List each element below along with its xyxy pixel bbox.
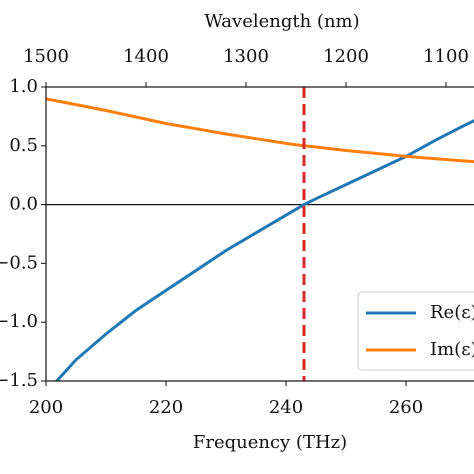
x-tick-label: 220 <box>149 397 183 418</box>
plot-frame <box>45 86 474 382</box>
x-tick-label: 240 <box>269 397 303 418</box>
series-line <box>54 119 474 381</box>
y-tick-label: −1.0 <box>0 311 38 332</box>
x-axis-label: Frequency (THz) <box>193 432 347 453</box>
plot-area <box>46 87 474 381</box>
y-tick-label: 0.0 <box>9 194 38 215</box>
x2-tick-label: 1400 <box>123 46 169 67</box>
x2-tick-label: 1300 <box>223 46 269 67</box>
series-line <box>46 97 474 164</box>
legend-label: Re(ε) <box>430 302 474 323</box>
y-tick-label: −0.5 <box>0 252 38 273</box>
x2-axis-label: Wavelength (nm) <box>204 11 359 32</box>
y-tick-label: 1.0 <box>9 76 38 97</box>
y-tick-label: 0.5 <box>9 135 38 156</box>
x-tick-label: 260 <box>389 397 423 418</box>
x2-tick-label: 1500 <box>23 46 69 67</box>
legend: Re(ε) Im(ε) <box>357 291 474 371</box>
x-tick-label: 200 <box>29 397 63 418</box>
legend-label: Im(ε) <box>430 339 474 360</box>
y-tick-label: −1.5 <box>0 370 38 391</box>
x2-tick-label: 1200 <box>323 46 369 67</box>
x2-tick-label: 1100 <box>423 46 469 67</box>
